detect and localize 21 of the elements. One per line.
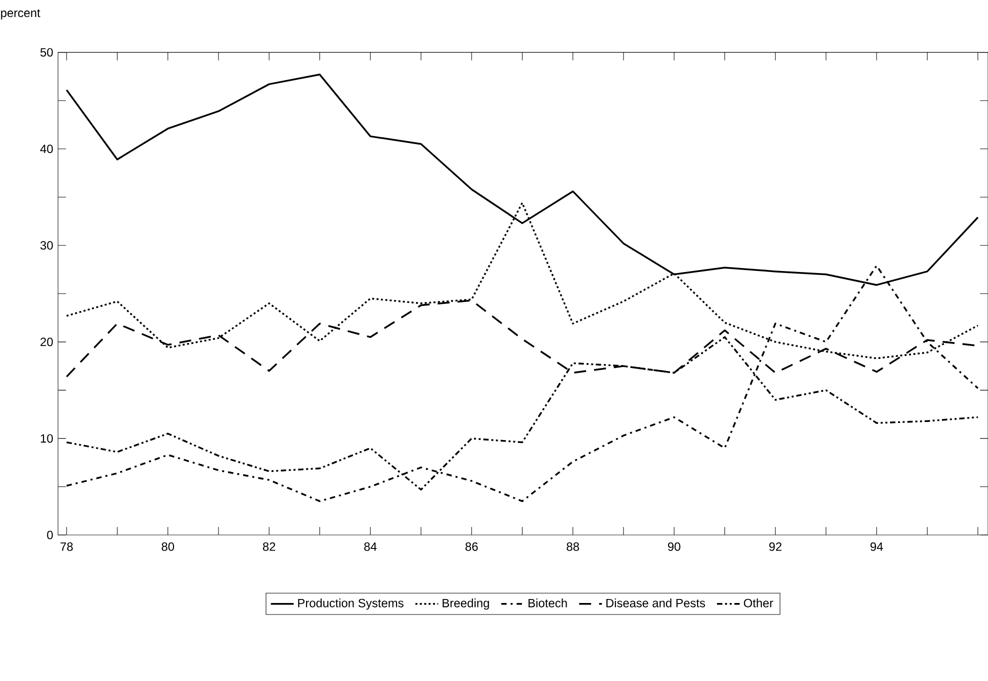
x-tick-label: 86: [465, 542, 478, 551]
y-tick-label: 10: [40, 434, 53, 443]
legend-label: Production Systems: [298, 598, 404, 610]
x-tick-label: 84: [364, 542, 377, 551]
y-tick-label: 0: [47, 530, 53, 540]
legend-label: Breeding: [442, 598, 489, 610]
legend-label: Disease and Pests: [606, 598, 706, 608]
x-tick-label: 92: [769, 542, 782, 551]
y-tick-label: 40: [40, 144, 53, 154]
y-tick-label: 30: [40, 241, 53, 250]
y-axis-title: percent: [1, 9, 40, 20]
legend-label: Biotech: [528, 598, 567, 608]
y-tick-label: 20: [40, 338, 53, 346]
x-tick-label: 82: [262, 542, 276, 551]
x-tick-label: 78: [60, 542, 73, 551]
x-tick-label: 94: [870, 542, 883, 551]
x-tick-label: 80: [162, 542, 174, 551]
legend-label: Other: [744, 598, 774, 608]
y-tick-label: 50: [40, 48, 53, 57]
x-tick-label: 88: [566, 542, 580, 551]
x-tick-label: 90: [668, 542, 680, 551]
